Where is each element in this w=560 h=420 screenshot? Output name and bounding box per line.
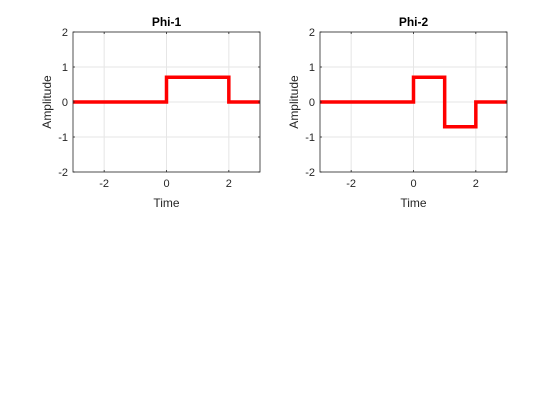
series-line-1: [320, 75, 507, 129]
y-tick-label: 1: [62, 62, 68, 74]
x-tick-label: 0: [410, 178, 416, 190]
x-tick-label: -2: [99, 178, 109, 190]
subplot-2: -2 0 2 -2 -1 0 1 2 Phi-2 Time Amplitude: [287, 15, 508, 210]
y-axis-label: Amplitude: [287, 75, 301, 129]
y-axis-label: Amplitude: [40, 75, 54, 129]
y-tick-label: 0: [309, 97, 315, 109]
x-axis-label: Time: [153, 196, 180, 210]
x-tick-label: 0: [163, 178, 169, 190]
chart-title: Phi-1: [152, 15, 182, 29]
y-tick-label: 2: [309, 27, 315, 39]
y-tick-label: -1: [305, 132, 315, 144]
y-tick-label: 2: [62, 27, 68, 39]
y-tick-label: -2: [58, 167, 68, 179]
y-tick-label: 1: [309, 62, 315, 74]
y-tick-label: -1: [58, 132, 68, 144]
x-tick-label: -2: [346, 178, 356, 190]
chart-title: Phi-2: [399, 15, 429, 29]
y-tick-label: 0: [62, 97, 68, 109]
x-tick-label: 2: [226, 178, 232, 190]
x-axis-label: Time: [400, 196, 427, 210]
y-tick-label: -2: [305, 167, 315, 179]
x-tick-label: 2: [473, 178, 479, 190]
series-line-1: [73, 75, 260, 104]
subplot-1: -2 0 2 -2 -1 0 1 2 Phi-1 Time Amplitude: [40, 15, 261, 210]
